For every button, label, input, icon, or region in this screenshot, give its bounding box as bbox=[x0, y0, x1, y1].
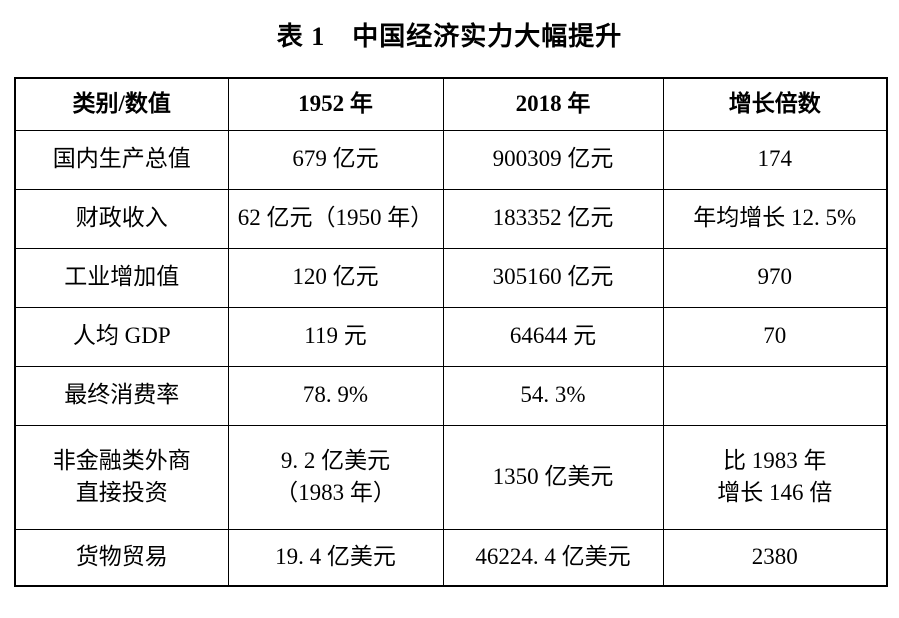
table-row-final-consumption-rate: 最终消费率 78. 9% 54. 3% bbox=[14, 365, 888, 426]
cell-1952-value: 9. 2 亿美元 （1983 年） bbox=[227, 424, 444, 530]
cell-category: 非金融类外商 直接投资 bbox=[14, 424, 229, 530]
header-year-1952: 1952 年 bbox=[227, 77, 444, 131]
economic-strength-table: 类别/数值 1952 年 2018 年 增长倍数 国内生产总值 679 亿元 9… bbox=[14, 77, 888, 587]
table-row-per-capita-gdp: 人均 GDP 119 元 64644 元 70 bbox=[14, 306, 888, 367]
table-title: 表 1 中国经济实力大幅提升 bbox=[276, 22, 623, 51]
cell-growth-value: 70 bbox=[662, 306, 888, 367]
table-row-industrial-added-value: 工业增加值 120 亿元 305160 亿元 970 bbox=[14, 247, 888, 308]
table-row-goods-trade: 货物贸易 19. 4 亿美元 46224. 4 亿美元 2380 bbox=[14, 528, 888, 587]
table-row-foreign-direct-investment: 非金融类外商 直接投资 9. 2 亿美元 （1983 年） 1350 亿美元 比… bbox=[14, 424, 888, 530]
cell-2018-value: 900309 亿元 bbox=[442, 129, 664, 190]
cell-1952-value: 19. 4 亿美元 bbox=[227, 528, 444, 587]
cell-growth-value: 174 bbox=[662, 129, 888, 190]
cell-category: 货物贸易 bbox=[14, 528, 229, 587]
table-row-gdp: 国内生产总值 679 亿元 900309 亿元 174 bbox=[14, 129, 888, 190]
cell-1952-value: 119 元 bbox=[227, 306, 444, 367]
cell-1952-value: 78. 9% bbox=[227, 365, 444, 426]
table-row-fiscal-revenue: 财政收入 62 亿元（1950 年） 183352 亿元 年均增长 12. 5% bbox=[14, 188, 888, 249]
cell-2018-value: 54. 3% bbox=[442, 365, 664, 426]
cell-category: 人均 GDP bbox=[14, 306, 229, 367]
table-header-row: 类别/数值 1952 年 2018 年 增长倍数 bbox=[14, 77, 888, 131]
cell-category: 最终消费率 bbox=[14, 365, 229, 426]
cell-2018-value: 64644 元 bbox=[442, 306, 664, 367]
cell-2018-value: 46224. 4 亿美元 bbox=[442, 528, 664, 587]
cell-category: 国内生产总值 bbox=[14, 129, 229, 190]
header-category: 类别/数值 bbox=[14, 77, 229, 131]
cell-growth-value: 比 1983 年 增长 146 倍 bbox=[662, 424, 888, 530]
cell-growth-value: 年均增长 12. 5% bbox=[662, 188, 888, 249]
cell-1952-value: 120 亿元 bbox=[227, 247, 444, 308]
header-growth-multiple: 增长倍数 bbox=[662, 77, 888, 131]
cell-growth-value bbox=[662, 365, 888, 426]
cell-2018-value: 305160 亿元 bbox=[442, 247, 664, 308]
cell-1952-value: 679 亿元 bbox=[227, 129, 444, 190]
cell-growth-value: 2380 bbox=[662, 528, 888, 587]
cell-category: 工业增加值 bbox=[14, 247, 229, 308]
cell-2018-value: 183352 亿元 bbox=[442, 188, 664, 249]
cell-1952-value: 62 亿元（1950 年） bbox=[227, 188, 444, 249]
cell-category: 财政收入 bbox=[14, 188, 229, 249]
header-year-2018: 2018 年 bbox=[442, 77, 664, 131]
cell-growth-value: 970 bbox=[662, 247, 888, 308]
cell-2018-value: 1350 亿美元 bbox=[442, 424, 664, 530]
